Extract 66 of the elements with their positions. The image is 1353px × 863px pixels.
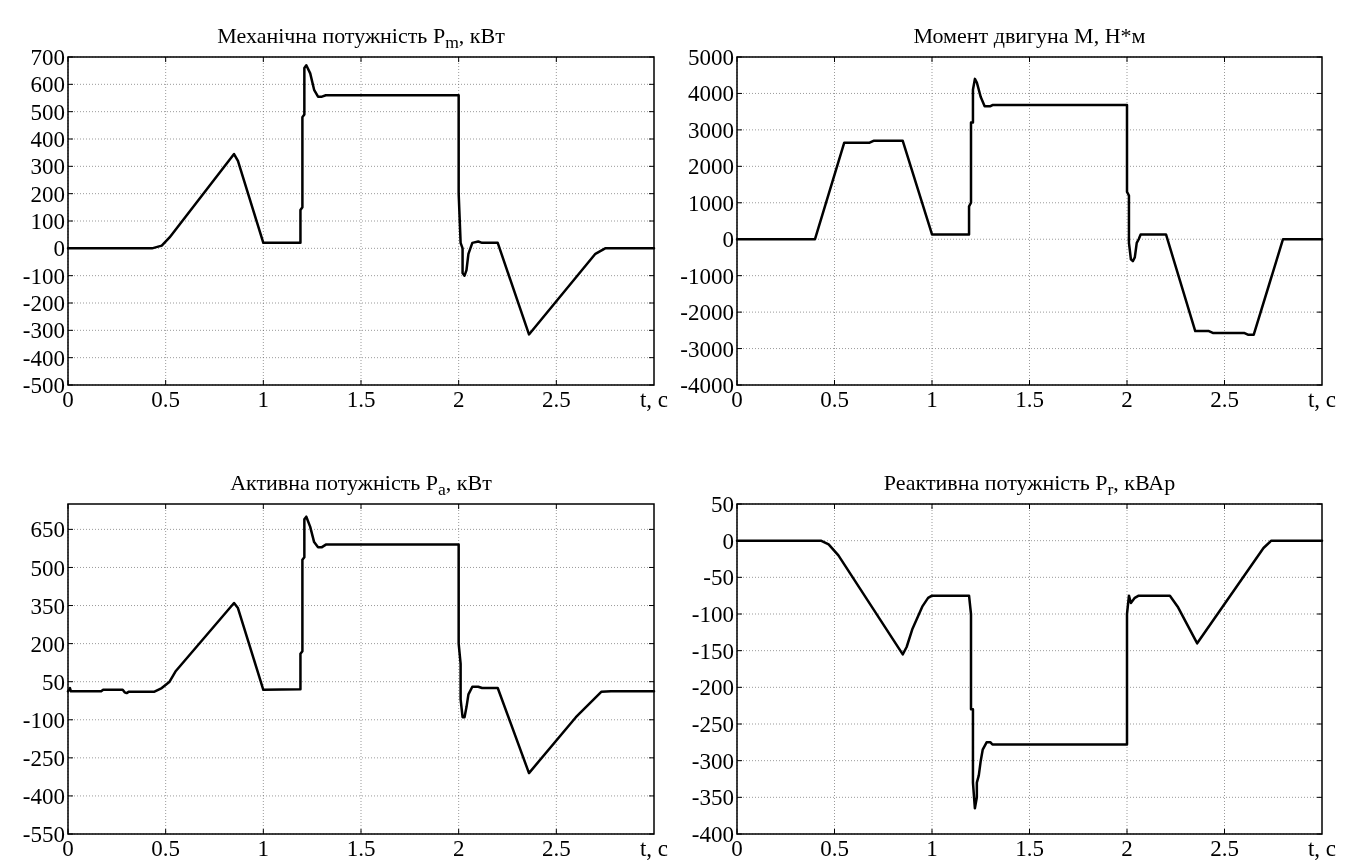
y-tick-label: 300 <box>30 154 65 180</box>
y-tick-label: -3000 <box>680 336 734 362</box>
y-tick-label: 200 <box>30 181 65 207</box>
x-tick-label: 2.5 <box>1210 836 1239 861</box>
x-tick-label: 2.5 <box>541 387 571 412</box>
y-tick-label: -50 <box>703 565 734 591</box>
x-tick-label: 2 <box>1121 836 1133 861</box>
x-tick-label: 2.5 <box>541 836 571 861</box>
y-tick-label: 5000 <box>688 45 734 71</box>
chart-title: Реактивна потужність P$_{r}$, кВАр <box>883 470 1176 500</box>
y-tick-label: 100 <box>30 209 65 235</box>
x-tick-label: 1 <box>257 387 270 412</box>
y-tick-label: 650 <box>30 517 65 543</box>
y-tick-label: 700 <box>30 45 65 71</box>
y-tick-label: -200 <box>691 675 734 701</box>
y-tick-label: 4000 <box>688 81 734 107</box>
x-tick-label: 1.5 <box>1015 836 1044 861</box>
x-tick-label: 1 <box>257 836 270 861</box>
x-tick-label: 2 <box>1121 387 1133 412</box>
y-tick-label: 200 <box>30 631 65 657</box>
y-tick-label: 350 <box>30 593 65 619</box>
x-axis-title: t, c <box>639 836 669 861</box>
y-tick-label: 2000 <box>688 154 734 180</box>
y-tick-label: -350 <box>691 785 734 811</box>
x-tick-label: 0.5 <box>151 836 181 861</box>
x-tick-label: 0.5 <box>820 387 849 412</box>
y-tick-label: -200 <box>22 291 65 317</box>
y-tick-label: 500 <box>30 555 65 581</box>
y-tick-label: -100 <box>691 602 734 628</box>
y-tick-label: -250 <box>22 745 65 771</box>
y-tick-label: 0 <box>722 528 734 554</box>
y-tick-label: 600 <box>30 72 65 98</box>
x-tick-label: 1.5 <box>346 387 376 412</box>
y-tick-label: -1000 <box>680 263 734 289</box>
y-tick-label: -400 <box>22 783 65 809</box>
y-tick-label: -300 <box>691 748 734 774</box>
y-tick-label: -400 <box>22 345 65 371</box>
x-axis-title: t, c <box>1307 387 1337 412</box>
y-tick-label: -100 <box>22 707 65 733</box>
x-tick-label: 1.5 <box>1015 387 1044 412</box>
x-tick-label: 1 <box>926 836 938 861</box>
y-tick-label: 50 <box>711 492 734 518</box>
chart-title: Активна потужність P$_{a}$, кВт <box>230 470 493 500</box>
x-tick-label: 2 <box>452 387 465 412</box>
y-tick-label: 500 <box>30 99 65 125</box>
y-tick-label: -2000 <box>680 300 734 326</box>
x-tick-label: 1 <box>926 387 938 412</box>
y-tick-label: 0 <box>722 227 734 253</box>
chart-title: Момент двигуна M, Н*м <box>913 23 1146 48</box>
y-tick-label: -150 <box>691 638 734 664</box>
y-tick-label: 400 <box>30 127 65 153</box>
x-tick-label: 0.5 <box>151 387 181 412</box>
x-axis-title: t, c <box>639 387 669 412</box>
chart-title: Механічна потужність P$_{m}$, кВт <box>217 23 506 53</box>
x-tick-label: 2.5 <box>1210 387 1239 412</box>
x-axis-title: t, c <box>1307 836 1337 861</box>
y-tick-label: -300 <box>22 318 65 344</box>
y-tick-label: -100 <box>22 263 65 289</box>
y-tick-label: 3000 <box>688 117 734 143</box>
y-tick-label: 0 <box>53 236 65 262</box>
y-tick-label: 50 <box>42 669 65 695</box>
x-tick-label: 0.5 <box>820 836 849 861</box>
x-tick-label: 2 <box>452 836 465 861</box>
y-tick-label: 1000 <box>688 190 734 216</box>
y-tick-label: -250 <box>691 712 734 738</box>
x-tick-label: 1.5 <box>346 836 376 861</box>
